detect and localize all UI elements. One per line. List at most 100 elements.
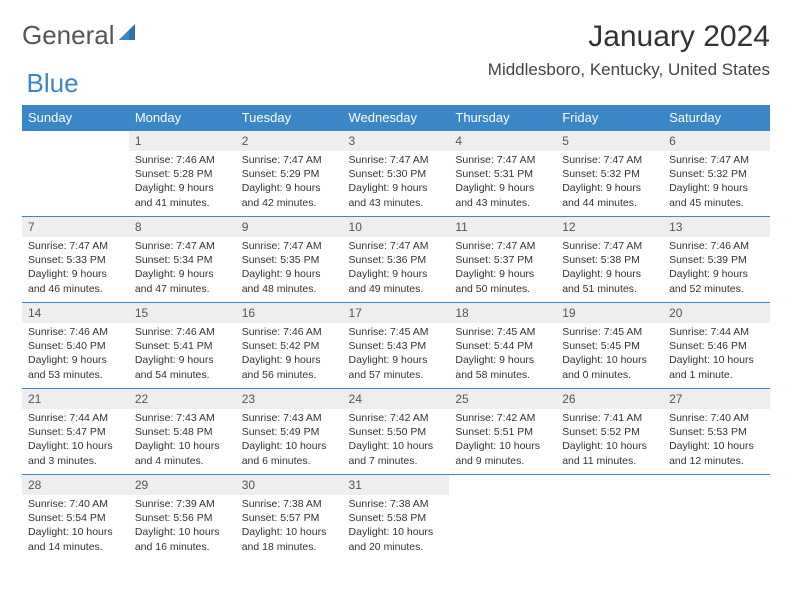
day-details: Sunrise: 7:47 AMSunset: 5:31 PMDaylight:… (449, 151, 556, 214)
calendar-day-cell: 10Sunrise: 7:47 AMSunset: 5:36 PMDayligh… (343, 217, 450, 303)
calendar-day-cell: 31Sunrise: 7:38 AMSunset: 5:58 PMDayligh… (343, 475, 450, 561)
day-number: 22 (129, 389, 236, 409)
calendar-day-cell: 27Sunrise: 7:40 AMSunset: 5:53 PMDayligh… (663, 389, 770, 475)
calendar-day-cell: 7Sunrise: 7:47 AMSunset: 5:33 PMDaylight… (22, 217, 129, 303)
calendar-day-cell: 16Sunrise: 7:46 AMSunset: 5:42 PMDayligh… (236, 303, 343, 389)
calendar-day-cell (663, 475, 770, 561)
calendar-day-cell: 20Sunrise: 7:44 AMSunset: 5:46 PMDayligh… (663, 303, 770, 389)
day-details: Sunrise: 7:43 AMSunset: 5:48 PMDaylight:… (129, 409, 236, 472)
calendar-day-cell: 26Sunrise: 7:41 AMSunset: 5:52 PMDayligh… (556, 389, 663, 475)
calendar-day-cell (449, 475, 556, 561)
calendar-day-cell: 28Sunrise: 7:40 AMSunset: 5:54 PMDayligh… (22, 475, 129, 561)
day-number: 25 (449, 389, 556, 409)
month-title: January 2024 (488, 20, 770, 54)
day-number: 30 (236, 475, 343, 495)
calendar-day-cell: 15Sunrise: 7:46 AMSunset: 5:41 PMDayligh… (129, 303, 236, 389)
day-details: Sunrise: 7:46 AMSunset: 5:42 PMDaylight:… (236, 323, 343, 386)
calendar-day-cell (556, 475, 663, 561)
calendar-day-cell: 17Sunrise: 7:45 AMSunset: 5:43 PMDayligh… (343, 303, 450, 389)
day-number: 14 (22, 303, 129, 323)
day-details: Sunrise: 7:46 AMSunset: 5:41 PMDaylight:… (129, 323, 236, 386)
day-details: Sunrise: 7:41 AMSunset: 5:52 PMDaylight:… (556, 409, 663, 472)
day-details: Sunrise: 7:40 AMSunset: 5:53 PMDaylight:… (663, 409, 770, 472)
calendar-day-cell: 25Sunrise: 7:42 AMSunset: 5:51 PMDayligh… (449, 389, 556, 475)
calendar-day-cell: 6Sunrise: 7:47 AMSunset: 5:32 PMDaylight… (663, 131, 770, 217)
day-details: Sunrise: 7:47 AMSunset: 5:32 PMDaylight:… (556, 151, 663, 214)
day-number: 11 (449, 217, 556, 237)
day-details: Sunrise: 7:47 AMSunset: 5:38 PMDaylight:… (556, 237, 663, 300)
calendar-day-cell: 12Sunrise: 7:47 AMSunset: 5:38 PMDayligh… (556, 217, 663, 303)
day-details: Sunrise: 7:46 AMSunset: 5:39 PMDaylight:… (663, 237, 770, 300)
calendar-day-cell: 1Sunrise: 7:46 AMSunset: 5:28 PMDaylight… (129, 131, 236, 217)
day-number: 28 (22, 475, 129, 495)
day-number: 19 (556, 303, 663, 323)
day-details: Sunrise: 7:44 AMSunset: 5:46 PMDaylight:… (663, 323, 770, 386)
day-details: Sunrise: 7:45 AMSunset: 5:45 PMDaylight:… (556, 323, 663, 386)
day-number: 18 (449, 303, 556, 323)
weekday-header: Tuesday (236, 105, 343, 131)
weekday-header: Friday (556, 105, 663, 131)
brand-part2-wrap: GeneralBlue (22, 68, 770, 99)
day-number: 24 (343, 389, 450, 409)
day-number: 1 (129, 131, 236, 151)
calendar-week-row: 14Sunrise: 7:46 AMSunset: 5:40 PMDayligh… (22, 303, 770, 389)
calendar-week-row: 1Sunrise: 7:46 AMSunset: 5:28 PMDaylight… (22, 131, 770, 217)
calendar-day-cell: 19Sunrise: 7:45 AMSunset: 5:45 PMDayligh… (556, 303, 663, 389)
day-details: Sunrise: 7:43 AMSunset: 5:49 PMDaylight:… (236, 409, 343, 472)
calendar-body: 1Sunrise: 7:46 AMSunset: 5:28 PMDaylight… (22, 131, 770, 561)
sail-icon (117, 20, 141, 51)
day-number: 8 (129, 217, 236, 237)
calendar-day-cell: 11Sunrise: 7:47 AMSunset: 5:37 PMDayligh… (449, 217, 556, 303)
calendar-day-cell: 29Sunrise: 7:39 AMSunset: 5:56 PMDayligh… (129, 475, 236, 561)
day-details: Sunrise: 7:45 AMSunset: 5:44 PMDaylight:… (449, 323, 556, 386)
day-details: Sunrise: 7:38 AMSunset: 5:58 PMDaylight:… (343, 495, 450, 558)
calendar-day-cell: 21Sunrise: 7:44 AMSunset: 5:47 PMDayligh… (22, 389, 129, 475)
day-details: Sunrise: 7:45 AMSunset: 5:43 PMDaylight:… (343, 323, 450, 386)
brand-part2: Blue (27, 68, 79, 98)
day-number: 2 (236, 131, 343, 151)
calendar-day-cell: 2Sunrise: 7:47 AMSunset: 5:29 PMDaylight… (236, 131, 343, 217)
day-details: Sunrise: 7:39 AMSunset: 5:56 PMDaylight:… (129, 495, 236, 558)
day-details: Sunrise: 7:47 AMSunset: 5:33 PMDaylight:… (22, 237, 129, 300)
day-number: 16 (236, 303, 343, 323)
day-details: Sunrise: 7:47 AMSunset: 5:34 PMDaylight:… (129, 237, 236, 300)
day-details: Sunrise: 7:47 AMSunset: 5:35 PMDaylight:… (236, 237, 343, 300)
day-number: 9 (236, 217, 343, 237)
day-details: Sunrise: 7:47 AMSunset: 5:36 PMDaylight:… (343, 237, 450, 300)
day-number: 27 (663, 389, 770, 409)
day-number: 3 (343, 131, 450, 151)
calendar-week-row: 28Sunrise: 7:40 AMSunset: 5:54 PMDayligh… (22, 475, 770, 561)
day-number: 15 (129, 303, 236, 323)
day-number: 17 (343, 303, 450, 323)
calendar-day-cell: 14Sunrise: 7:46 AMSunset: 5:40 PMDayligh… (22, 303, 129, 389)
calendar-day-cell: 4Sunrise: 7:47 AMSunset: 5:31 PMDaylight… (449, 131, 556, 217)
day-details: Sunrise: 7:46 AMSunset: 5:28 PMDaylight:… (129, 151, 236, 214)
calendar-day-cell: 18Sunrise: 7:45 AMSunset: 5:44 PMDayligh… (449, 303, 556, 389)
day-details: Sunrise: 7:46 AMSunset: 5:40 PMDaylight:… (22, 323, 129, 386)
calendar-week-row: 21Sunrise: 7:44 AMSunset: 5:47 PMDayligh… (22, 389, 770, 475)
day-number: 20 (663, 303, 770, 323)
calendar-day-cell: 3Sunrise: 7:47 AMSunset: 5:30 PMDaylight… (343, 131, 450, 217)
day-details: Sunrise: 7:47 AMSunset: 5:32 PMDaylight:… (663, 151, 770, 214)
calendar-day-cell: 5Sunrise: 7:47 AMSunset: 5:32 PMDaylight… (556, 131, 663, 217)
day-number: 5 (556, 131, 663, 151)
calendar-week-row: 7Sunrise: 7:47 AMSunset: 5:33 PMDaylight… (22, 217, 770, 303)
day-number: 12 (556, 217, 663, 237)
calendar-day-cell: 22Sunrise: 7:43 AMSunset: 5:48 PMDayligh… (129, 389, 236, 475)
brand-logo: General (22, 20, 141, 51)
day-number: 6 (663, 131, 770, 151)
day-details: Sunrise: 7:47 AMSunset: 5:37 PMDaylight:… (449, 237, 556, 300)
weekday-header: Sunday (22, 105, 129, 131)
day-details: Sunrise: 7:44 AMSunset: 5:47 PMDaylight:… (22, 409, 129, 472)
day-number: 29 (129, 475, 236, 495)
calendar-day-cell: 23Sunrise: 7:43 AMSunset: 5:49 PMDayligh… (236, 389, 343, 475)
weekday-header: Saturday (663, 105, 770, 131)
day-number: 7 (22, 217, 129, 237)
day-number: 26 (556, 389, 663, 409)
weekday-header: Monday (129, 105, 236, 131)
day-number: 31 (343, 475, 450, 495)
day-details: Sunrise: 7:38 AMSunset: 5:57 PMDaylight:… (236, 495, 343, 558)
day-number: 13 (663, 217, 770, 237)
calendar-day-cell: 30Sunrise: 7:38 AMSunset: 5:57 PMDayligh… (236, 475, 343, 561)
day-number: 4 (449, 131, 556, 151)
